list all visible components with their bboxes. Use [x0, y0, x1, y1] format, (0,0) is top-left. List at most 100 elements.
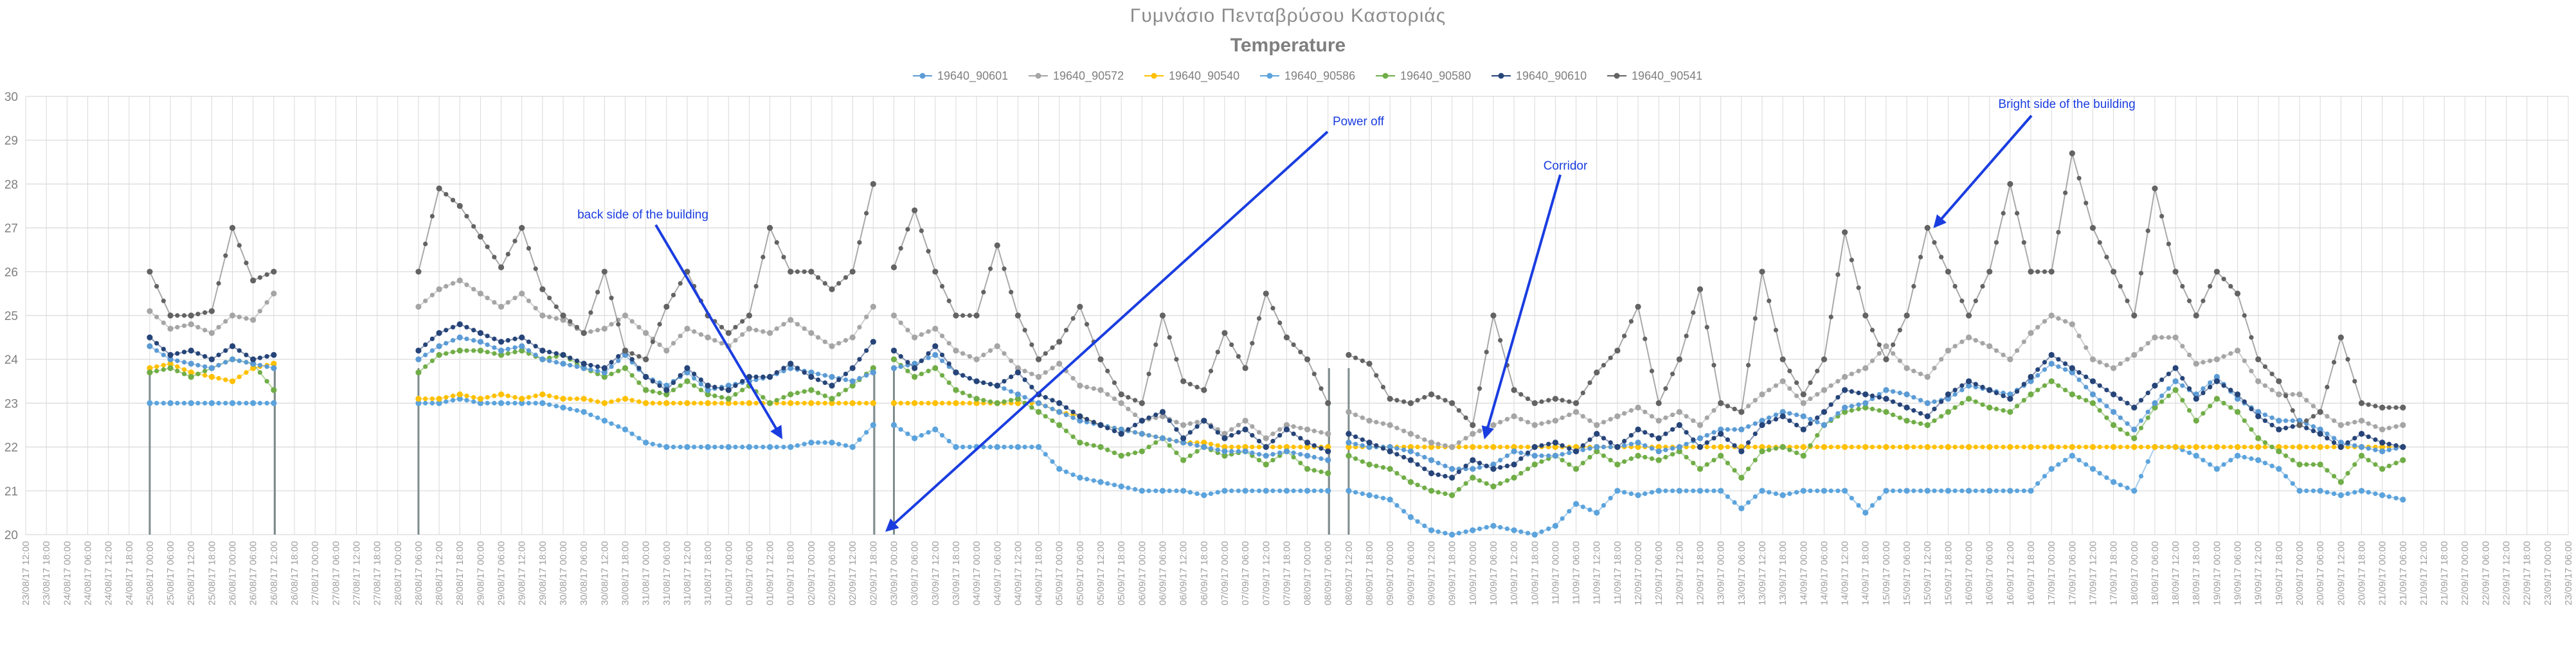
- data-point: [1291, 454, 1296, 460]
- data-point: [1167, 335, 1172, 340]
- data-point: [1270, 458, 1275, 463]
- data-point: [987, 382, 993, 387]
- data-point: [1635, 444, 1641, 450]
- data-point: [195, 400, 201, 406]
- x-tick-label: 24/08/17 12:00: [104, 541, 114, 605]
- data-point: [1221, 431, 1228, 437]
- data-point: [1194, 420, 1200, 425]
- data-point: [1539, 421, 1544, 426]
- data-point: [1601, 436, 1607, 441]
- data-point: [2379, 492, 2386, 499]
- data-point: [1601, 445, 1607, 450]
- data-point: [912, 400, 918, 407]
- data-point: [505, 346, 510, 351]
- data-point: [1407, 514, 1414, 520]
- data-point: [1050, 418, 1055, 423]
- data-point: [1759, 391, 1765, 398]
- data-point: [905, 328, 910, 333]
- data-point: [905, 360, 910, 365]
- data-point: [2228, 387, 2233, 393]
- data-point: [1401, 428, 1407, 434]
- data-point: [2069, 321, 2075, 328]
- data-point: [629, 351, 635, 356]
- data-point: [1676, 488, 1682, 494]
- data-point: [546, 358, 552, 364]
- data-point: [1911, 420, 1916, 425]
- data-point: [471, 224, 476, 229]
- data-point: [753, 445, 759, 450]
- data-point: [167, 400, 174, 407]
- data-point: [1415, 519, 1420, 524]
- data-point: [1366, 444, 1373, 450]
- data-point: [994, 343, 1000, 350]
- data-point: [423, 396, 428, 402]
- data-point: [257, 362, 263, 368]
- data-point: [2111, 365, 2117, 371]
- data-point: [636, 380, 642, 386]
- data-point: [229, 400, 236, 407]
- data-point: [1945, 347, 1951, 354]
- data-point: [2007, 391, 2013, 398]
- x-tick-label: 01/09/17 12:00: [765, 541, 776, 605]
- data-point: [1959, 445, 1965, 450]
- data-point: [2166, 242, 2171, 247]
- data-point: [574, 364, 580, 369]
- data-point: [643, 356, 649, 362]
- data-point: [1159, 488, 1166, 494]
- data-point: [1808, 443, 1813, 448]
- data-point: [622, 395, 629, 402]
- data-point: [1463, 436, 1468, 441]
- data-point: [2035, 269, 2040, 274]
- x-tick-label: 02/09/17 18:00: [868, 541, 879, 605]
- data-point: [1304, 466, 1311, 472]
- data-point: [926, 355, 931, 360]
- x-tick-label: 09/09/17 18:00: [1447, 541, 1458, 605]
- data-point: [1387, 448, 1393, 455]
- series-line: [894, 402, 1328, 448]
- data-point: [1779, 409, 1786, 415]
- data-point: [1635, 492, 1641, 499]
- data-point: [939, 432, 945, 438]
- data-point: [939, 283, 945, 289]
- data-point: [1973, 445, 1978, 450]
- data-point: [147, 308, 153, 314]
- data-point: [1511, 527, 1517, 533]
- data-point: [1959, 488, 1965, 493]
- data-point: [444, 328, 449, 333]
- x-tick-label: 17/09/17 00:00: [2046, 541, 2057, 605]
- data-point: [1014, 444, 1022, 450]
- data-point: [147, 269, 153, 275]
- data-point: [2304, 462, 2309, 467]
- data-point: [1856, 502, 1861, 508]
- data-point: [973, 400, 980, 407]
- data-point: [2138, 418, 2144, 423]
- x-tick-label: 18/09/17 18:00: [2191, 541, 2202, 605]
- data-point: [1821, 356, 1828, 362]
- series-19640_90610: [147, 321, 2406, 481]
- x-tick-label: 08/09/17 06:00: [1323, 541, 1334, 605]
- data-point: [167, 325, 174, 332]
- data-point: [1415, 452, 1420, 457]
- data-point: [843, 377, 849, 382]
- series-19640_90540: [147, 360, 2406, 450]
- data-point: [1449, 444, 1455, 450]
- data-point: [2062, 190, 2068, 195]
- data-point: [815, 371, 821, 377]
- data-point: [2193, 444, 2199, 450]
- data-point: [1965, 488, 1972, 494]
- data-point: [898, 354, 903, 359]
- data-point: [967, 354, 972, 359]
- data-point: [450, 197, 456, 203]
- data-point: [1856, 285, 1861, 290]
- data-point: [843, 443, 849, 448]
- data-point: [2145, 409, 2150, 414]
- data-point: [912, 365, 918, 371]
- data-point: [808, 440, 815, 446]
- data-point: [498, 351, 505, 358]
- data-point: [2366, 421, 2371, 426]
- data-point: [175, 358, 180, 364]
- data-point: [512, 238, 518, 244]
- data-point: [492, 299, 497, 305]
- data-point: [1167, 443, 1172, 448]
- data-point: [1242, 448, 1248, 455]
